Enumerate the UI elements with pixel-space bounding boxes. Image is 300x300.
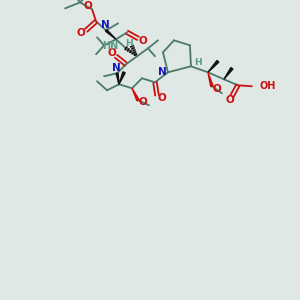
Text: O: O — [139, 97, 147, 107]
Polygon shape — [132, 88, 139, 101]
Text: O: O — [84, 2, 92, 11]
Text: O: O — [108, 48, 116, 58]
Text: O: O — [139, 36, 147, 46]
Polygon shape — [208, 72, 213, 87]
Text: O: O — [77, 28, 85, 38]
Polygon shape — [119, 72, 125, 84]
Text: N: N — [101, 20, 110, 30]
Text: HN: HN — [102, 41, 118, 51]
Text: N: N — [158, 67, 166, 77]
Polygon shape — [224, 68, 233, 79]
Polygon shape — [208, 61, 219, 72]
Text: H: H — [194, 58, 202, 67]
Text: OH: OH — [260, 81, 276, 91]
Text: O: O — [212, 84, 221, 94]
Text: O: O — [158, 93, 166, 103]
Text: N: N — [112, 63, 120, 73]
Text: H: H — [125, 39, 133, 48]
Polygon shape — [105, 30, 116, 39]
Polygon shape — [116, 73, 119, 84]
Text: O: O — [226, 95, 234, 105]
